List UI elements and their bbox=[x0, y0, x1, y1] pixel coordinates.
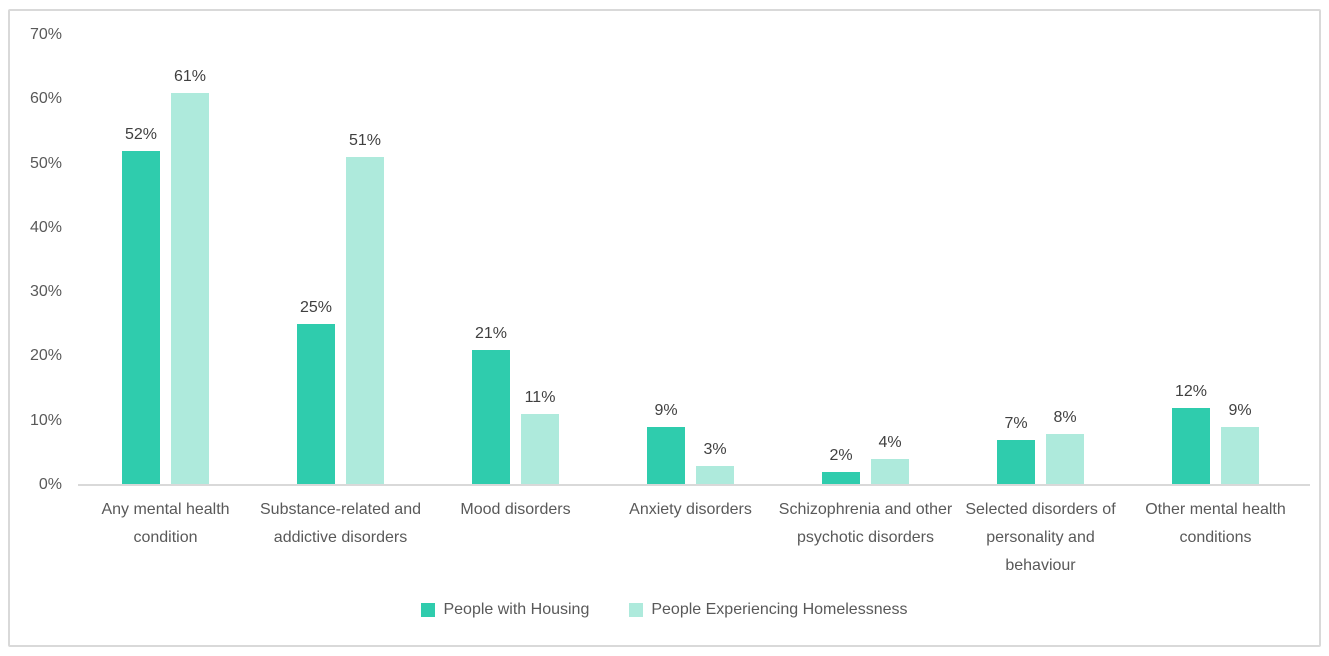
bar-group: 12% 9% bbox=[1128, 35, 1303, 485]
legend-label: People with Housing bbox=[443, 601, 590, 618]
bar-group: 52% 61% bbox=[78, 35, 253, 485]
category-label: Other mental health conditions bbox=[1145, 501, 1286, 546]
category-label: Mood disorders bbox=[460, 501, 571, 518]
bar-value-label: 2% bbox=[829, 447, 853, 465]
bar-value-label: 51% bbox=[348, 132, 382, 150]
bar: 52% bbox=[122, 126, 160, 485]
bar-value-label: 11% bbox=[524, 389, 556, 407]
bar-group: 7% 8% bbox=[953, 35, 1128, 485]
y-tick-label: 30% bbox=[29, 283, 62, 301]
bar-value-label: 12% bbox=[1174, 382, 1208, 400]
bar-group: 2% 4% bbox=[778, 35, 953, 485]
bar-value-label: 3% bbox=[703, 440, 727, 458]
y-axis: 0% 10% 20% 30% 40% 50% 60% 70% bbox=[0, 0, 62, 656]
y-tick-label: 40% bbox=[29, 218, 62, 236]
bar: 9% bbox=[1221, 402, 1259, 485]
x-axis-line bbox=[78, 484, 1310, 486]
category-label: Substance-related and addictive disorder… bbox=[260, 501, 421, 546]
bar-value-label: 4% bbox=[878, 434, 902, 452]
y-tick-label: 10% bbox=[29, 411, 62, 429]
legend-swatch-icon bbox=[629, 603, 644, 617]
category-label: Selected disorders of personality and be… bbox=[965, 501, 1116, 574]
bar-value-label: 8% bbox=[1053, 408, 1077, 426]
x-axis-labels: Any mental health condition Substance-rel… bbox=[78, 496, 1310, 580]
y-tick-label: 20% bbox=[29, 347, 62, 365]
category-label: Any mental health condition bbox=[101, 501, 230, 546]
bar: 12% bbox=[1172, 383, 1210, 485]
legend-item: People Experiencing Homelessness bbox=[629, 601, 908, 619]
bar-group: 25% 51% bbox=[253, 35, 428, 485]
bar: 21% bbox=[472, 325, 510, 485]
bar-group: 9% 3% bbox=[603, 35, 778, 485]
legend-swatch-icon bbox=[421, 603, 436, 617]
bar: 25% bbox=[297, 299, 335, 485]
bar-value-label: 25% bbox=[299, 299, 333, 317]
bar-value-label: 9% bbox=[654, 402, 678, 420]
bar: 2% bbox=[822, 447, 860, 485]
legend-item: People with Housing bbox=[421, 601, 589, 619]
bar: 51% bbox=[346, 132, 384, 485]
y-tick-label: 50% bbox=[29, 154, 62, 172]
bar: 61% bbox=[171, 68, 209, 485]
bar: 4% bbox=[871, 434, 909, 485]
category-label: Schizophrenia and other psychotic disord… bbox=[778, 501, 953, 546]
y-tick-label: 70% bbox=[29, 26, 62, 43]
bar: 11% bbox=[521, 389, 559, 485]
bar: 3% bbox=[696, 441, 734, 485]
plot-area: 52% 61% 25% 51% 21% 11% 9% 3% 2% 4% 7% 8% 12% 9% bbox=[78, 35, 1310, 485]
bar-value-label: 21% bbox=[474, 325, 508, 342]
y-tick-label: 60% bbox=[29, 90, 62, 108]
bar: 9% bbox=[647, 402, 685, 485]
category-label: Anxiety disorders bbox=[629, 501, 752, 518]
bar-value-label: 61% bbox=[173, 67, 207, 85]
bar-group: 21% 11% bbox=[428, 35, 603, 485]
legend: People with Housing People Experiencing H… bbox=[0, 601, 1329, 619]
bar-value-label: 7% bbox=[1004, 415, 1028, 432]
bar: 7% bbox=[997, 415, 1035, 485]
y-tick-label: 0% bbox=[38, 476, 62, 493]
chart-frame bbox=[8, 9, 1321, 647]
legend-label: People Experiencing Homelessness bbox=[651, 601, 908, 618]
bar: 8% bbox=[1046, 409, 1084, 485]
bar-value-label: 9% bbox=[1228, 402, 1252, 420]
bar-value-label: 52% bbox=[124, 125, 158, 143]
